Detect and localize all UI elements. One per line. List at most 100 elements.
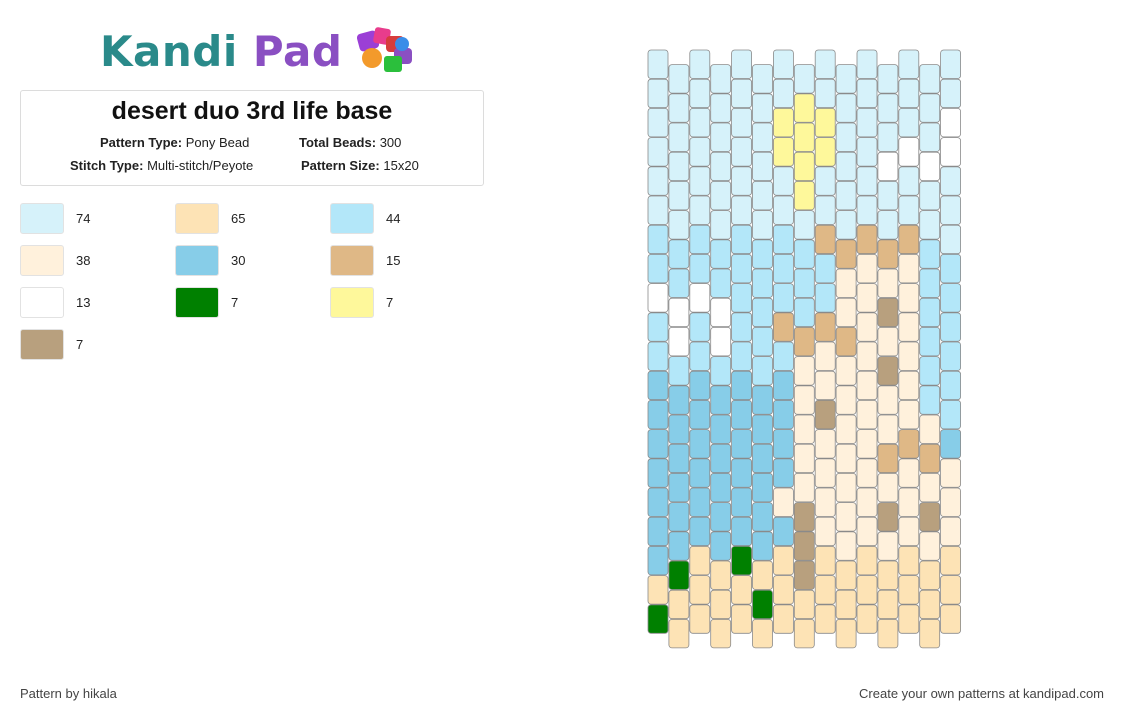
bead [773,108,794,138]
bead [856,370,878,401]
bead [752,210,773,240]
bead [731,546,752,576]
bead [898,253,920,284]
pattern-title: desert duo 3rd life base [111,97,393,125]
bead [773,487,794,517]
bead [752,531,773,561]
bead [814,78,836,109]
bead [919,268,941,298]
bead [793,502,815,532]
bead [668,531,690,561]
bead-count: 7 [231,294,239,310]
bead [689,253,711,284]
bead [877,502,899,532]
bead [793,356,815,386]
bead [752,502,773,532]
bead [898,166,920,196]
bead [731,399,752,430]
bead [856,604,878,634]
total-beads-label: Total Beads: [299,135,377,150]
bead [668,180,690,211]
bead [752,414,773,444]
legend-item: 13 [20,286,90,318]
bead [731,108,752,138]
logo-text-kandi: Kandi [100,26,238,76]
bead [710,297,732,328]
bead [752,560,773,590]
bead [835,589,857,620]
pattern-size-label: Pattern Size: [301,158,380,173]
bead [647,370,669,401]
bead [856,312,878,342]
bead [668,472,690,503]
bead [898,49,920,79]
bead [731,429,752,459]
bead [793,239,815,269]
bead [919,297,941,328]
bead [835,297,857,328]
bead [940,253,961,284]
bead-count: 30 [231,252,246,268]
pattern-type-value: Pony Bead [185,135,250,150]
stitch-type: Stitch Type: Multi-stitch/Peyote [70,158,253,173]
bead [793,93,815,123]
bead [668,151,690,182]
bead-count: 7 [386,294,394,310]
bead [647,575,669,605]
bead [731,487,752,517]
bead [877,531,899,561]
bead [835,356,857,386]
bead [689,341,711,371]
pattern-info-card: desert duo 3rd life base Pattern Type: P… [20,90,484,186]
bead [856,546,878,576]
bead [731,370,752,401]
bead [773,516,794,547]
bead [814,195,836,225]
create-pattern-link[interactable]: Create your own patterns at kandipad.com [859,686,1104,701]
legend-item: 74 [20,202,90,234]
bead [647,516,669,547]
bead [710,64,732,94]
bead [689,78,711,109]
bead [731,49,752,79]
bead [919,619,941,649]
bead [647,224,669,255]
bead [835,531,857,561]
bead [856,78,878,109]
bead [793,472,815,503]
bead [856,195,878,225]
bead-count: 65 [231,210,246,226]
bead-count: 15 [386,252,401,268]
bead [919,356,941,386]
bead [877,385,899,415]
bead [814,341,836,371]
bead [877,268,899,298]
bead [773,78,794,109]
bead [856,166,878,196]
bead [710,210,732,240]
bead [814,49,836,79]
bead [793,180,815,211]
bead [689,399,711,430]
bead [898,399,920,430]
bead [668,64,690,94]
bead [940,108,961,138]
pattern-credit: Pattern by hikala [20,686,117,701]
bead [668,385,690,415]
bead [919,531,941,561]
legend-item: 7 [20,328,83,360]
bead [773,399,794,430]
bead [647,195,669,225]
bead [793,122,815,152]
beads-cluster-icon [357,27,413,72]
bead [668,443,690,474]
bead [689,49,711,79]
bead [940,399,961,430]
bead [731,283,752,313]
bead [814,575,836,605]
color-swatch [20,244,64,276]
bead [814,429,836,459]
kandi-pad-logo[interactable]: Kandi Pad [100,26,422,76]
bead [793,268,815,298]
bead [647,78,669,109]
